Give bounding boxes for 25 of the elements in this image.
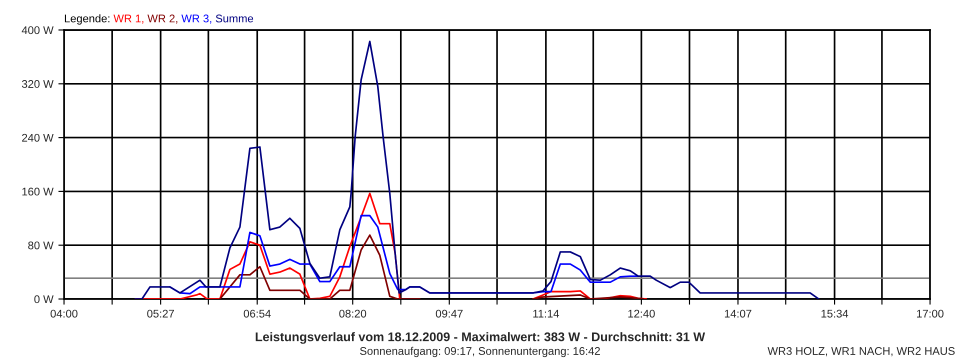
text: WR 2, [147,14,178,24]
x-tick-label: 09:47 [436,310,463,318]
text: Summe [216,14,254,22]
x-tick-label: 15:34 [822,310,848,318]
y-tick-label: 320 W [22,80,54,88]
text: WR 1, [114,14,144,24]
x-tick-label: 06:54 [244,310,271,318]
line-series [134,40,820,300]
x-tick-label: 08:20 [339,310,366,318]
y-tick-label: 400 W [22,26,54,34]
text: Leistungsverlauf vom 18.12.2009 - Maximalwert: 383 W - Durchschnitt: 31 W [256,332,706,344]
x-tick-label: 04:00 [50,310,78,318]
legend-title: Legende: [64,14,110,25]
text: Sonnenaufgang: 09:17, Sonnenuntergang: 16:42 [360,346,600,358]
y-tick-label: 0 W [34,295,54,304]
x-tick-label: 17:00 [916,310,944,318]
y-tick-label: 160 W [22,188,54,196]
x-tick-label: 05:27 [147,310,174,318]
x-tick-label: 14:07 [724,310,752,318]
y-tick-label: 80 W [28,241,54,250]
x-tick-label: 12:40 [628,310,655,318]
text: WR3 HOLZ, WR1 NACH, WR2 HAUS [768,347,955,356]
x-tick-label: 11:14 [533,310,560,318]
text: WR 3, [181,14,212,24]
y-tick-label: 240 W [22,134,54,142]
